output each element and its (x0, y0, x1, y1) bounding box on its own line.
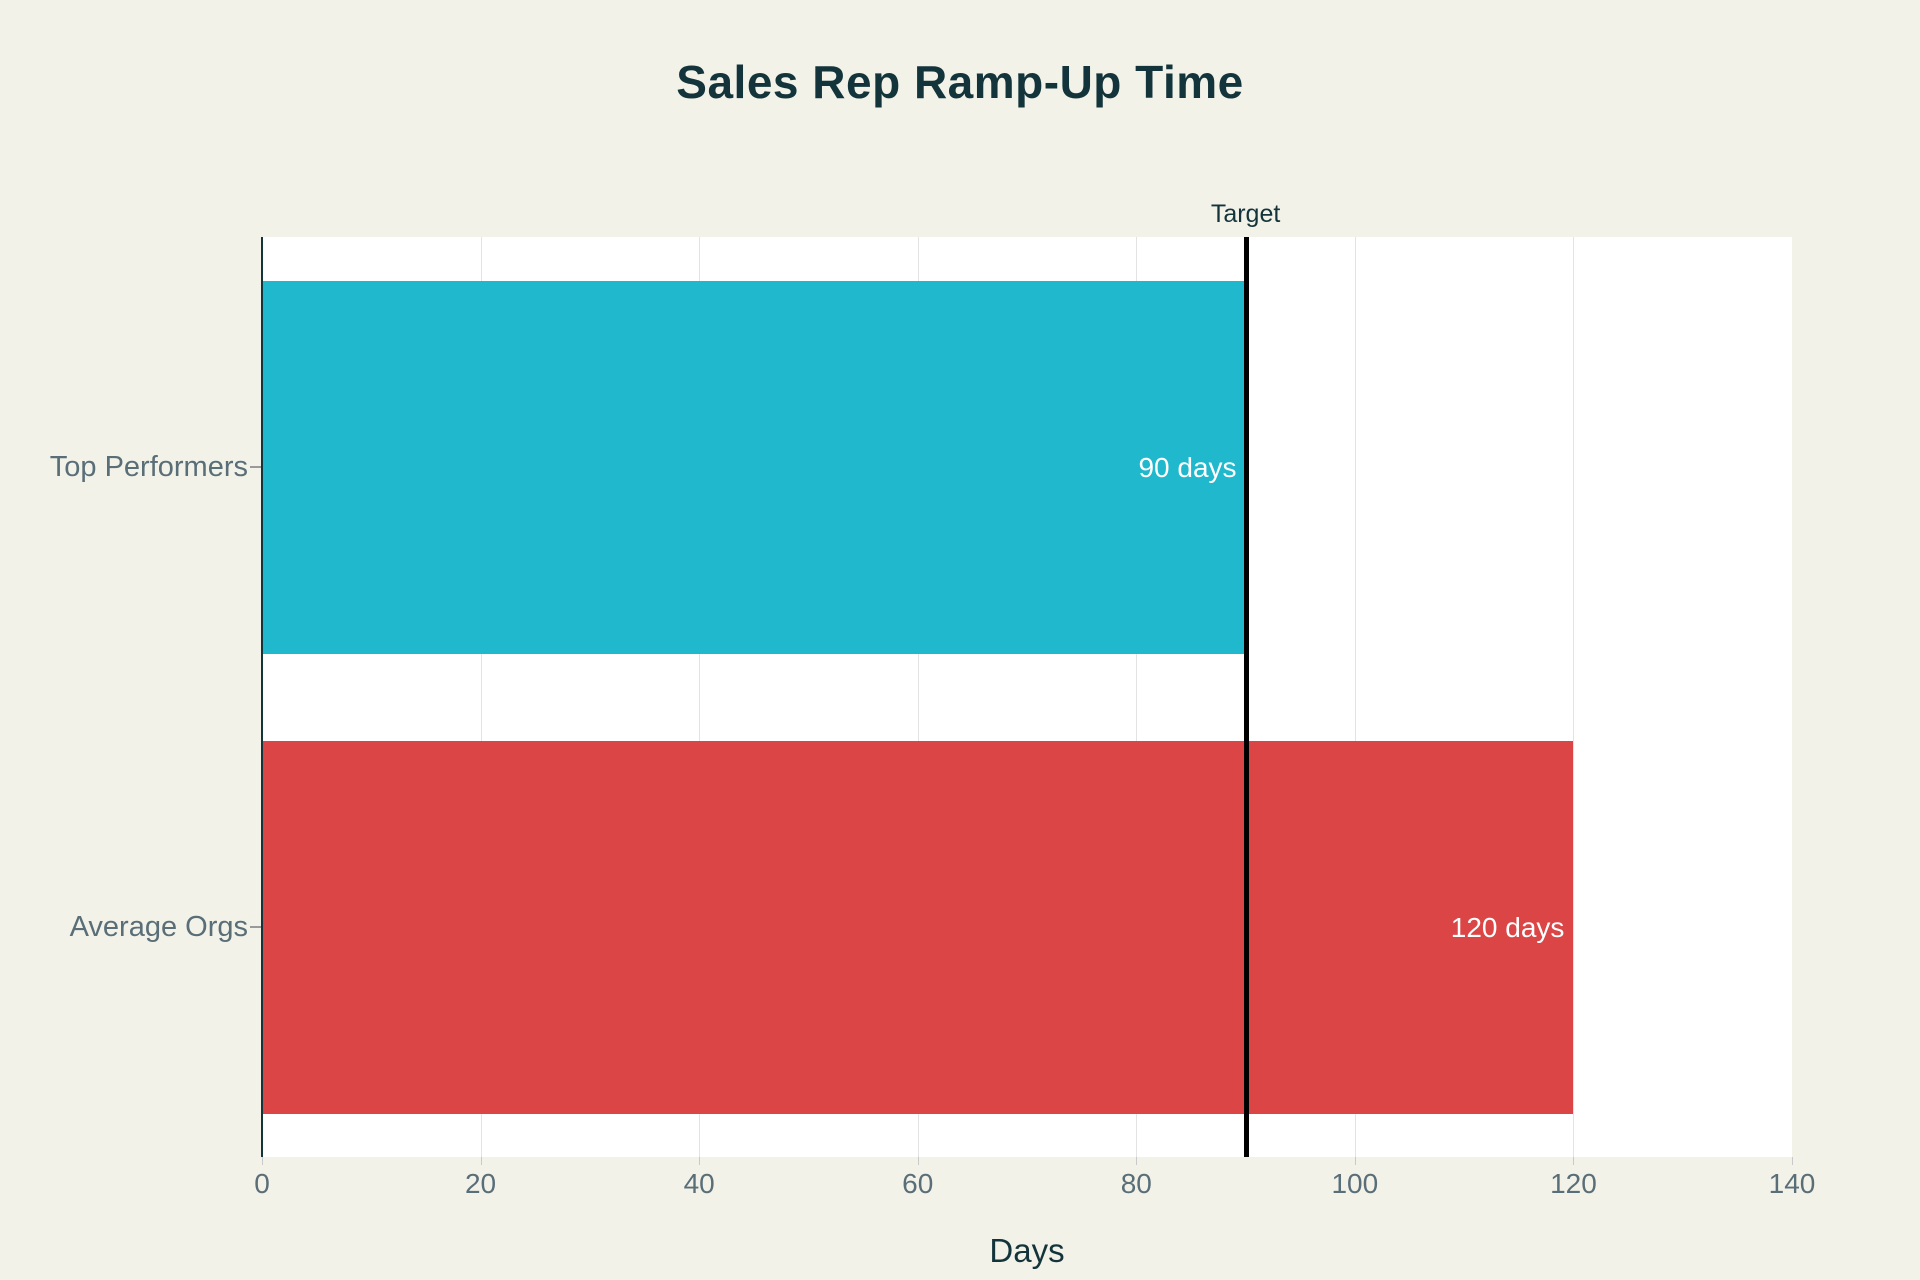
x-tick-mark (1136, 1157, 1138, 1165)
x-tick-label: 140 (1768, 1168, 1816, 1199)
gridline (699, 237, 701, 1157)
category-tick-mark (250, 926, 261, 928)
chart-title: Sales Rep Ramp-Up Time (676, 56, 1244, 108)
x-tick-label: 80 (1120, 1168, 1152, 1199)
category-label: Average Orgs (69, 911, 248, 943)
gridline (480, 237, 482, 1157)
category-label: Top Performers (49, 451, 248, 483)
plot-area: 90 days 120 days (261, 237, 1792, 1157)
x-tick-mark (480, 1157, 482, 1165)
target-line (1244, 237, 1249, 1157)
gridline (917, 237, 919, 1157)
x-tick-label: 0 (254, 1168, 270, 1199)
x-tick-label: 20 (464, 1168, 497, 1199)
x-tick-mark (917, 1157, 919, 1165)
y-axis-line (261, 237, 263, 1157)
target-label: Target (1210, 200, 1281, 228)
bar: 120 days (262, 741, 1574, 1114)
gridline (1573, 237, 1575, 1157)
x-tick-label: 100 (1331, 1168, 1379, 1199)
bar-value-label: 90 days (1138, 451, 1237, 483)
x-tick-mark (1573, 1157, 1575, 1165)
bar: 90 days (262, 281, 1246, 654)
x-tick-mark (1792, 1157, 1793, 1165)
x-axis-title: Days (989, 1232, 1065, 1269)
bar-value-label: 120 days (1450, 911, 1565, 943)
gridline (1136, 237, 1138, 1157)
x-tick-mark (1354, 1157, 1356, 1165)
x-tick-mark (699, 1157, 701, 1165)
x-tick-label: 60 (902, 1168, 934, 1199)
x-tick-label: 120 (1550, 1168, 1597, 1199)
x-tick-mark (262, 1157, 263, 1165)
x-tick-label: 40 (683, 1168, 715, 1199)
gridline (1354, 237, 1356, 1157)
category-tick-mark (250, 466, 261, 468)
